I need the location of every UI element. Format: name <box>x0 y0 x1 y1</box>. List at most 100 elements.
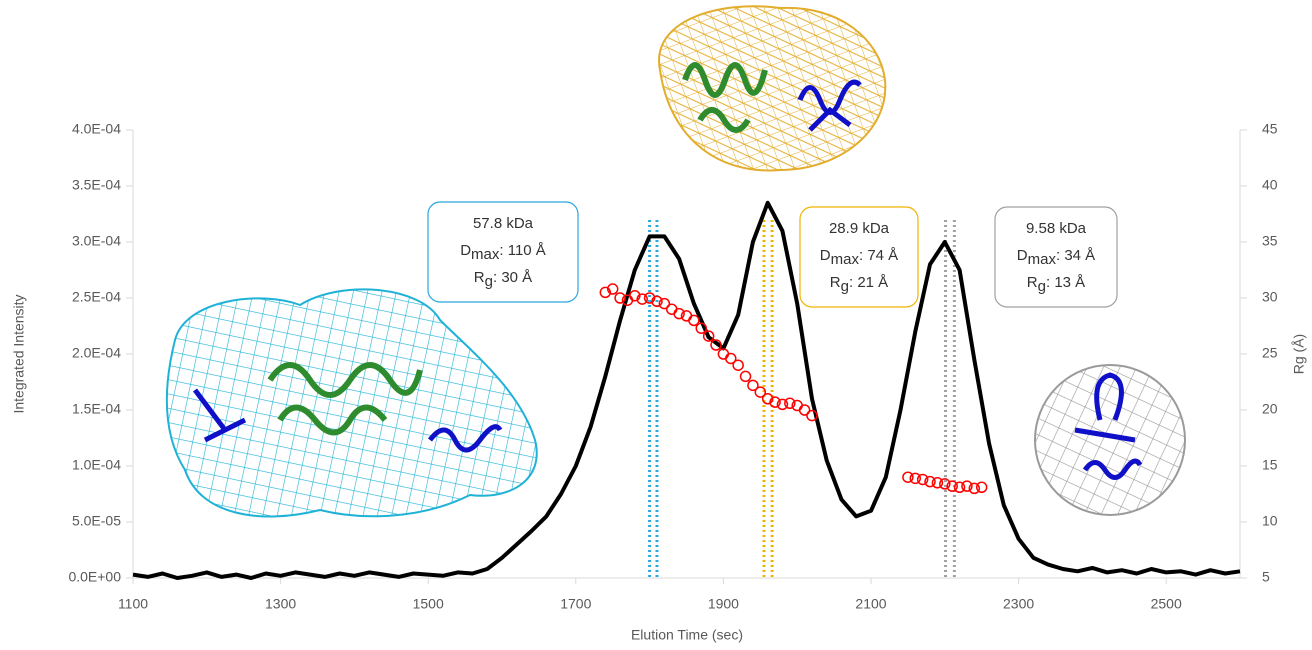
protein-ribbon <box>682 62 768 133</box>
x-tick-label: 1300 <box>265 596 296 612</box>
rg-point <box>975 481 988 494</box>
protein-ribbon <box>193 388 503 453</box>
annotation-line: Dmax: 74 Å <box>820 247 898 268</box>
y-tick-label: 2.0E-04 <box>72 345 121 361</box>
rg-point <box>953 481 966 494</box>
y-tick-label: 3.0E-04 <box>72 233 121 249</box>
y2-tick-label: 35 <box>1262 233 1278 249</box>
rg-point <box>909 472 922 485</box>
rg-point <box>643 292 656 304</box>
annotation-text: max <box>1028 251 1057 268</box>
annotation-text: 9.58 kDa <box>1026 220 1087 237</box>
annotation-text: : 30 Å <box>493 269 532 286</box>
annotation-text: 28.9 kDa <box>829 220 890 237</box>
rg-point <box>916 473 929 486</box>
y-tick-label: 0.0E+00 <box>68 569 121 585</box>
annotation-text: : 34 Å <box>1056 247 1095 264</box>
annotation-line: Rg: 21 Å <box>830 274 888 295</box>
y-tick-label: 1.0E-04 <box>72 457 121 473</box>
annotation-text: : 110 Å <box>499 242 545 259</box>
rg-point <box>739 370 752 383</box>
annotation-text: : 21 Å <box>849 274 888 291</box>
rg-point <box>931 477 944 489</box>
annotation-border <box>799 206 919 308</box>
y2-tick-label: 25 <box>1262 345 1278 361</box>
annotation-line: Dmax: 110 Å <box>460 242 546 263</box>
rg-point <box>769 396 781 408</box>
annotation-text: max <box>471 246 500 263</box>
rg-point <box>665 303 678 315</box>
rg-point <box>747 379 759 392</box>
intensity-line <box>132 200 1241 580</box>
protein-ribbon <box>797 79 862 132</box>
annotation-text: R <box>830 274 841 291</box>
mesh-envelope <box>658 5 887 172</box>
rg-point <box>924 475 936 488</box>
annotation-text: g <box>485 273 493 290</box>
annotation-text: g <box>1038 278 1046 295</box>
rg-point <box>754 386 767 398</box>
mesh-envelope <box>1034 364 1186 516</box>
rg-point <box>784 397 796 410</box>
y2-tick-label: 15 <box>1262 457 1278 473</box>
rg-point <box>776 398 789 411</box>
y2-tick-label: 45 <box>1262 121 1278 137</box>
rg-point <box>606 283 619 295</box>
protein-ribbon <box>267 362 423 436</box>
rg-point <box>599 286 612 299</box>
y-axis-title: Integrated Intensity <box>11 294 27 413</box>
y2-tick-label: 30 <box>1262 289 1278 305</box>
annotation-text: : 74 Å <box>859 247 898 264</box>
rg-point <box>939 478 951 490</box>
annotation-text: 57.8 kDa <box>473 215 534 232</box>
protein-ribbon <box>1074 372 1143 480</box>
x-tick-label: 2100 <box>855 596 886 612</box>
x-tick-label: 2300 <box>1003 596 1034 612</box>
rg-point <box>717 348 730 360</box>
x-tick-label: 1100 <box>118 596 148 612</box>
y2-axis-title: Rg (Å) <box>1291 334 1307 374</box>
rg-point <box>725 352 737 365</box>
rg-point <box>732 359 744 371</box>
annotation-text: R <box>474 269 485 286</box>
rg-point <box>761 393 774 405</box>
y-tick-label: 1.5E-04 <box>72 401 121 417</box>
rg-point <box>614 292 626 304</box>
y-tick-label: 3.5E-04 <box>72 177 121 193</box>
annotation-box: 28.9 kDa Dmax: 74 Å Rg: 21 Å <box>799 206 919 308</box>
rg-point <box>636 293 648 305</box>
rg-point <box>968 482 981 495</box>
y2-tick-label: 10 <box>1262 513 1278 529</box>
annotation-line: Dmax: 34 Å <box>1017 247 1095 268</box>
rg-point <box>673 307 685 320</box>
annotation-text: R <box>1027 274 1038 291</box>
rg-point <box>629 290 641 302</box>
annotation-line: 9.58 kDa <box>1026 220 1087 237</box>
annotation-text: : 13 Å <box>1046 274 1085 291</box>
y2-tick-label: 20 <box>1262 401 1278 417</box>
rg-point <box>658 297 671 310</box>
y-tick-label: 2.5E-04 <box>72 289 121 305</box>
y2-tick-label: 40 <box>1262 177 1278 193</box>
x-tick-label: 2500 <box>1151 596 1182 612</box>
x-tick-label: 1900 <box>708 596 739 612</box>
annotation-text: D <box>460 242 471 259</box>
annotation-text: max <box>831 251 860 268</box>
rg-point <box>806 409 818 422</box>
rg-point <box>695 322 708 334</box>
annotation-box: 9.58 kDa Dmax: 34 Å Rg: 13 Å <box>994 206 1118 308</box>
mesh-envelope <box>165 288 538 518</box>
rg-point <box>688 314 700 327</box>
rg-point <box>902 471 914 483</box>
rg-point <box>710 339 722 351</box>
rg-point <box>961 480 973 492</box>
annotation-text: D <box>820 247 831 264</box>
x-tick-label: 1700 <box>560 596 591 612</box>
annotation-line: Rg: 30 Å <box>474 269 532 290</box>
annotation-border <box>427 201 579 303</box>
y-tick-label: 5.0E-05 <box>72 513 121 529</box>
rg-point <box>798 404 811 416</box>
structure-illustrations <box>165 5 1186 518</box>
